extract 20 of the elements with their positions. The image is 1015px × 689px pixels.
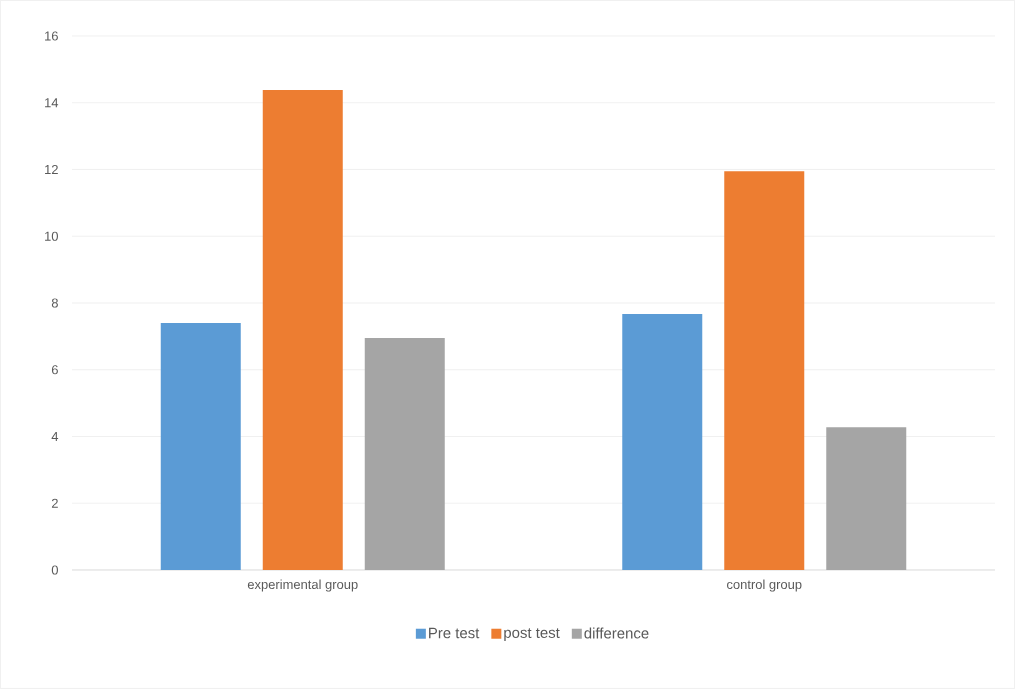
bar <box>262 90 343 570</box>
bar <box>724 171 805 570</box>
y-tick-label: 12 <box>45 164 58 175</box>
y-tick-label: 8 <box>51 298 58 308</box>
bar <box>622 314 703 570</box>
legend-label: post test <box>504 628 560 641</box>
y-tick-label: 2 <box>51 498 58 508</box>
bar <box>364 338 445 570</box>
bar <box>160 323 241 570</box>
y-tick-label: 16 <box>45 31 58 41</box>
bar <box>826 427 907 570</box>
y-tick-label: 0 <box>51 565 58 575</box>
y-tick-label: 4 <box>51 432 59 441</box>
legend-label: difference <box>584 627 649 639</box>
x-tick-label: control group <box>727 579 802 592</box>
legend-label: Pre test <box>429 627 480 639</box>
y-tick-label: 10 <box>45 231 58 241</box>
y-tick-label: 6 <box>51 365 58 375</box>
y-tick-label: 14 <box>45 98 59 108</box>
x-tick-label: experimental group <box>247 579 358 592</box>
